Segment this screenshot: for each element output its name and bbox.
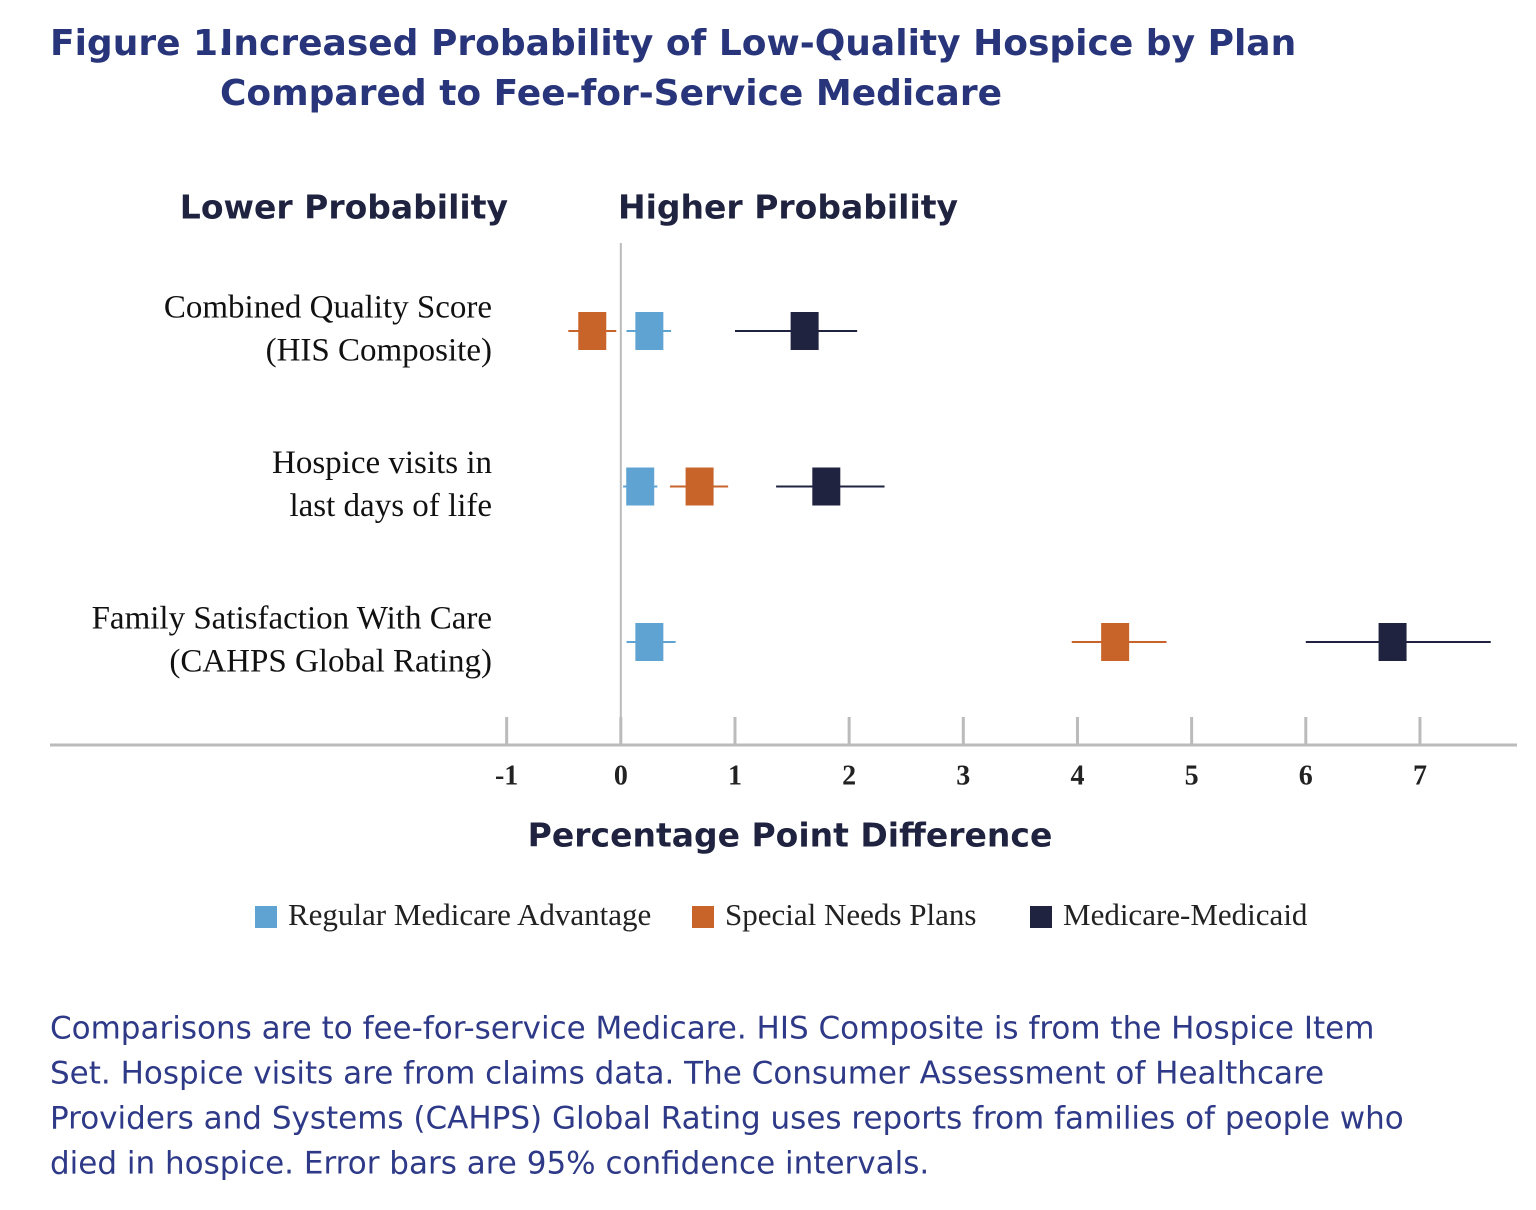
point-estimate: [578, 312, 607, 350]
point-estimate: [635, 312, 664, 350]
legend-label: Special Needs Plans: [725, 897, 976, 932]
footnote: Comparisons are to fee-for-service Medic…: [50, 1011, 1374, 1047]
point-estimate: [790, 312, 819, 350]
annotation: Lower Probability: [180, 188, 508, 227]
category-label: Family Satisfaction With Care: [92, 601, 492, 637]
point-estimate: [1378, 623, 1407, 661]
chart-title: Increased Probability of Low-Quality Hos…: [220, 23, 1296, 64]
x-tick-label: 6: [1299, 760, 1313, 791]
x-tick-label: 3: [956, 760, 970, 791]
figure-label: Figure 1.: [50, 23, 232, 64]
point-estimate: [626, 467, 655, 506]
x-axis-label: Percentage Point Difference: [528, 816, 1053, 855]
category-label: Combined Quality Score: [164, 290, 492, 326]
category-label: (CAHPS Global Rating): [169, 644, 492, 680]
x-tick-label: 0: [614, 760, 628, 791]
point-estimate: [1101, 623, 1130, 661]
point-estimate: [635, 623, 664, 661]
footnote: Set. Hospice visits are from claims data…: [50, 1056, 1324, 1092]
point-estimate: [685, 467, 714, 506]
x-tick-label: -1: [495, 760, 518, 791]
legend-label: Medicare-Medicaid: [1063, 897, 1308, 932]
legend-swatch: [1030, 906, 1052, 928]
x-tick-label: 1: [728, 760, 742, 791]
x-tick-label: 4: [1070, 760, 1084, 791]
category-label: Hospice visits in: [272, 445, 492, 481]
footnote: Providers and Systems (CAHPS) Global Rat…: [50, 1101, 1404, 1137]
annotation: Higher Probability: [618, 188, 958, 227]
footnote: died in hospice. Error bars are 95% conf…: [50, 1146, 929, 1182]
category-label: (HIS Composite): [266, 333, 492, 369]
legend-swatch: [255, 906, 277, 928]
point-estimate: [812, 467, 841, 506]
legend-swatch: [692, 906, 714, 928]
legend-label: Regular Medicare Advantage: [288, 897, 651, 932]
x-tick-label: 2: [842, 760, 856, 791]
category-label: last days of life: [289, 488, 492, 524]
x-tick-label: 7: [1413, 760, 1427, 791]
chart-title: Compared to Fee-for-Service Medicare: [220, 73, 1002, 114]
x-tick-label: 5: [1185, 760, 1199, 791]
